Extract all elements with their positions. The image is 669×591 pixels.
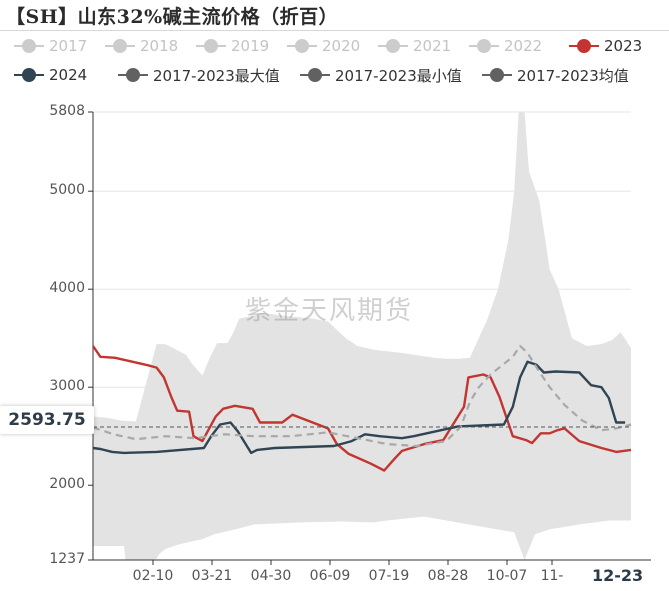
legend-label: 2022	[504, 37, 543, 55]
legend-item-2017[interactable]: 2017	[14, 36, 87, 56]
series-line-2024	[92, 360, 626, 455]
title-divider	[0, 30, 669, 31]
y-tick-label: 3000	[49, 378, 85, 395]
x-tick-label: 02-10	[132, 568, 174, 584]
legend-marker-icon	[469, 36, 499, 56]
legend-marker-icon	[378, 36, 408, 56]
legend-item-2017-2023均值[interactable]: 2017-2023均值	[482, 65, 629, 85]
crosshair-value-badge: 2593.75	[0, 406, 94, 434]
legend-marker-icon	[118, 65, 148, 85]
x-tick-label: 03-21	[191, 568, 233, 584]
legend-item-2023[interactable]: 2023	[569, 36, 642, 56]
y-tick-label: 5808	[49, 103, 85, 119]
y-tick-label: 5000	[49, 182, 85, 199]
legend-label: 2021	[413, 37, 452, 55]
y-tick-label: 2000	[49, 476, 85, 493]
legend-marker-icon	[287, 36, 317, 56]
legend-marker-icon	[196, 36, 226, 56]
legend-item-2018[interactable]: 2018	[105, 36, 178, 56]
legend-label: 2017	[49, 37, 88, 55]
legend-item-2024[interactable]: 2024	[14, 65, 87, 85]
legend-item-2021[interactable]: 2021	[378, 36, 451, 56]
watermark-text: 紫金天风期货	[245, 296, 414, 326]
legend-item-2022[interactable]: 2022	[469, 36, 542, 56]
legend-label: 2023	[604, 37, 643, 55]
legend-item-2019[interactable]: 2019	[196, 36, 269, 56]
x-tick-label: 06-09	[309, 568, 351, 584]
legend-label: 2017-2023最小值	[335, 66, 462, 85]
legend-label: 2024	[49, 66, 88, 84]
legend-label: 2018	[140, 37, 179, 55]
legend-marker-icon	[14, 65, 44, 85]
max-min-band	[93, 112, 631, 560]
chart-title: 【SH】山东32%碱主流价格（折百）	[6, 6, 339, 28]
x-tick-label: 07-19	[368, 568, 410, 584]
legend-marker-icon	[14, 36, 44, 56]
legend-label: 2017-2023最大值	[153, 66, 280, 85]
legend-marker-icon	[105, 36, 135, 56]
y-tick-label: 1237	[49, 551, 85, 567]
x-tick-label: 04-30	[250, 568, 292, 584]
legend-label: 2020	[322, 37, 361, 55]
x-tick-label: 08-28	[427, 568, 469, 584]
legend-item-2017-2023最大值[interactable]: 2017-2023最大值	[118, 65, 280, 85]
x-tick-label: 10-07	[486, 568, 528, 584]
legend-item-2020[interactable]: 2020	[287, 36, 360, 56]
x-tick-label: 11-	[540, 568, 564, 584]
x-end-label: 12-23	[592, 566, 644, 585]
y-tick-label: 4000	[49, 280, 85, 297]
series-line-2017-2023均值	[92, 344, 632, 448]
legend-marker-icon	[300, 65, 330, 85]
legend-marker-icon	[569, 36, 599, 56]
legend-label: 2019	[231, 37, 270, 55]
series-line-2023	[92, 345, 632, 472]
legend-label: 2017-2023均值	[517, 66, 629, 85]
legend-item-2017-2023最小值[interactable]: 2017-2023最小值	[300, 65, 462, 85]
legend-marker-icon	[482, 65, 512, 85]
